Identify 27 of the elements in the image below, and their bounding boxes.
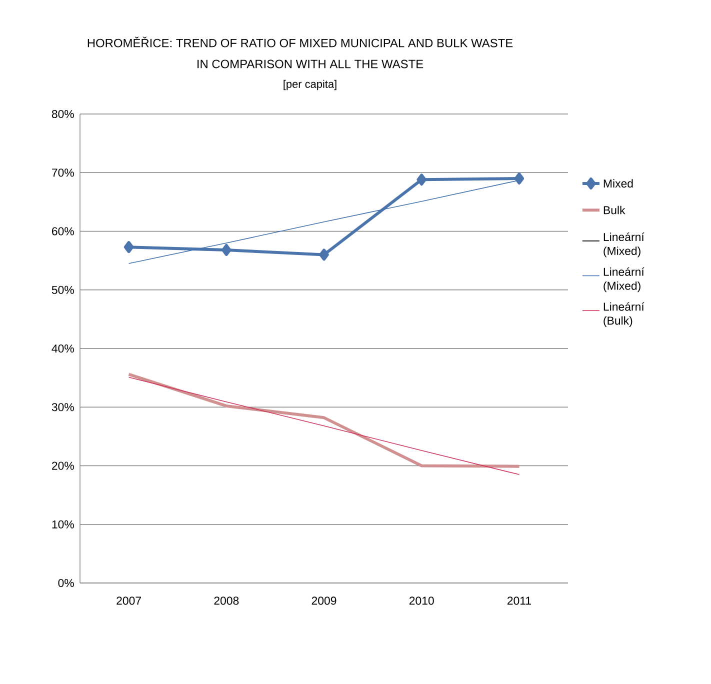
point [416,174,426,186]
y-tick-label: 10% [52,520,74,528]
legend-label: Lineární (Mixed) [604,267,644,292]
y-tick-label: 60% [52,227,74,236]
y-tick-label: 80% [52,110,74,118]
legend-label: Bulk [604,206,626,214]
legend-label: Lineární (Bulk) [604,302,644,327]
y-tick-label: 30% [52,403,74,412]
chart-title: HOROMĚŘICE: TREND OF RATIO OF MIXED MUNICIPAL AND BULK WASTE [88,36,513,48]
point [514,172,524,184]
text: [per capita] [284,80,336,90]
chart-subtitle: IN COMPARISON WITH ALL THE WASTE [198,60,424,68]
point [222,244,232,256]
point [319,248,329,261]
y-tick-label: 0% [58,578,74,588]
x-tick-label: 2011 [507,596,531,605]
y-tick-label: 40% [52,344,74,353]
legend-label: Mixed [604,179,633,188]
x-tick-label: 2010 [409,596,434,605]
point [124,241,134,254]
x-tick-label: 2008 [214,596,239,605]
x-tick-label: 2007 [116,596,141,605]
x-tick-label: 2009 [312,596,336,605]
y-tick-label: 50% [52,286,74,294]
legend-label: Lineární (Mixed) [604,232,644,258]
y-tick-label: 70% [52,168,74,177]
y-tick-label: 20% [52,462,74,470]
